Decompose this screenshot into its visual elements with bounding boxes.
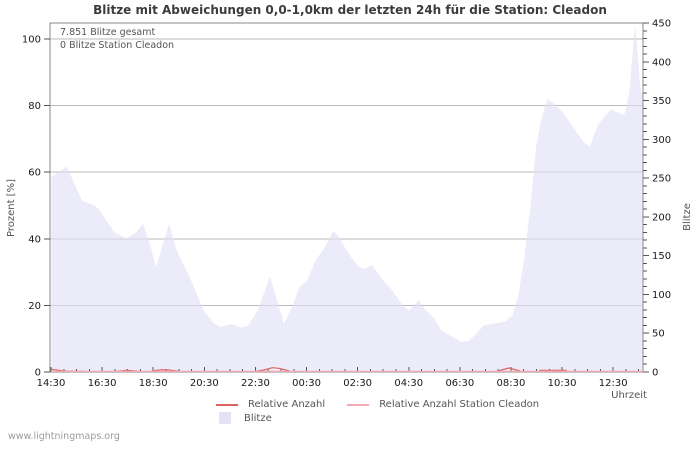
- svg-text:80: 80: [28, 101, 41, 112]
- svg-text:100: 100: [22, 35, 41, 46]
- svg-text:00:30: 00:30: [292, 378, 321, 389]
- annotation-station-blitze: 0 Blitze Station Cleadon: [60, 40, 175, 51]
- svg-text:20:30: 20:30: [190, 378, 219, 389]
- svg-text:300: 300: [652, 135, 671, 146]
- y-axis-label-right: Blitze: [682, 203, 693, 231]
- legend-line-pink-icon: [347, 403, 370, 406]
- legend-entry-blitze: Blitze: [216, 412, 272, 424]
- svg-text:250: 250: [652, 174, 671, 185]
- svg-text:100: 100: [652, 290, 671, 301]
- y-axis-label-left: Prozent [%]: [6, 179, 17, 238]
- svg-text:50: 50: [652, 329, 665, 340]
- svg-text:450: 450: [652, 19, 671, 30]
- svg-text:08:30: 08:30: [497, 378, 526, 389]
- svg-text:14:30: 14:30: [37, 378, 66, 389]
- svg-text:12:30: 12:30: [599, 378, 628, 389]
- svg-text:40: 40: [28, 234, 41, 245]
- svg-text:18:30: 18:30: [139, 378, 168, 389]
- svg-text:20: 20: [28, 301, 41, 312]
- legend-entry-relative-anzahl: Relative Anzahl: [216, 399, 325, 410]
- svg-text:16:30: 16:30: [88, 378, 117, 389]
- annotation-total-blitze: 7.851 Blitze gesamt: [60, 27, 156, 38]
- svg-text:04:30: 04:30: [394, 378, 423, 389]
- legend: Relative Anzahl Relative Anzahl Station …: [216, 399, 561, 426]
- legend-label: Relative Anzahl Station Cleadon: [379, 399, 540, 410]
- legend-area-swatch-icon: [219, 412, 231, 424]
- svg-text:150: 150: [652, 251, 671, 262]
- x-axis-label: Uhrzeit: [611, 390, 647, 401]
- svg-text:22:30: 22:30: [241, 378, 270, 389]
- svg-text:06:30: 06:30: [445, 378, 474, 389]
- chart-title: Blitze mit Abweichungen 0,0-1,0km der le…: [93, 3, 607, 17]
- svg-text:60: 60: [28, 168, 41, 179]
- svg-text:350: 350: [652, 96, 671, 107]
- legend-row-2: Blitze: [216, 412, 561, 424]
- svg-text:0: 0: [652, 368, 658, 379]
- svg-text:200: 200: [652, 212, 671, 223]
- legend-line-red-icon: [216, 403, 238, 406]
- legend-row-1: Relative Anzahl Relative Anzahl Station …: [216, 399, 561, 410]
- svg-text:02:30: 02:30: [343, 378, 372, 389]
- legend-label: Relative Anzahl: [248, 399, 326, 410]
- svg-text:10:30: 10:30: [548, 378, 577, 389]
- watermark: www.lightningmaps.org: [8, 431, 120, 442]
- legend-entry-relative-anzahl-station: Relative Anzahl Station Cleadon: [347, 399, 539, 410]
- svg-text:0: 0: [35, 368, 41, 379]
- legend-label: Blitze: [244, 412, 272, 424]
- svg-text:400: 400: [652, 57, 671, 68]
